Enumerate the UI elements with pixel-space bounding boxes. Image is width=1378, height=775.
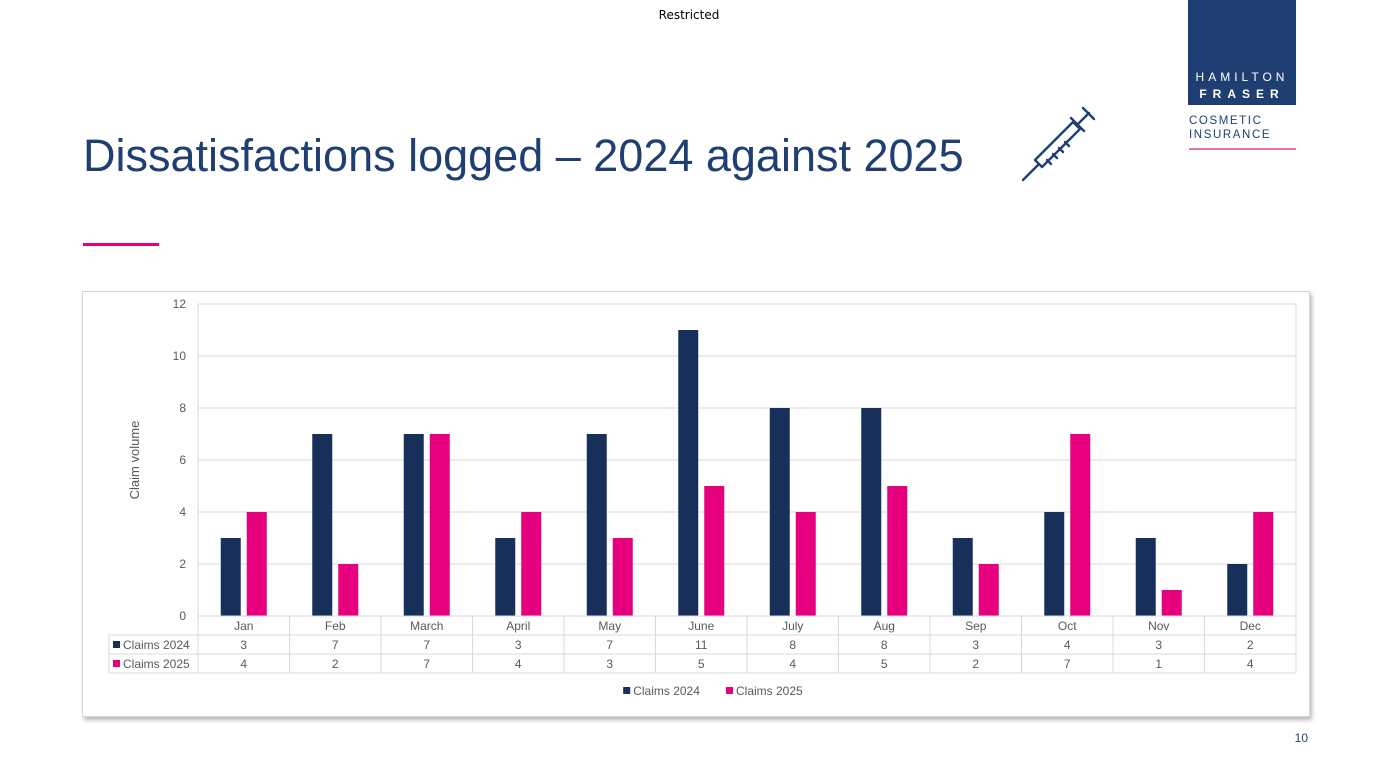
data-table-cell: 4: [515, 657, 522, 671]
chart-panel: 0 2 4 6 8 10 12 Claim volume Jan Feb March April May…: [82, 291, 1310, 717]
data-table-cell: 7: [1064, 657, 1071, 671]
data-table-cell: 5: [698, 657, 705, 671]
logo-line2: FRASER: [1199, 87, 1285, 101]
bar-claims-2024-july: [769, 408, 790, 616]
x-tick-label: May: [598, 619, 621, 633]
bar-claims-2025-may: [612, 538, 633, 616]
y-tick-label: 6: [179, 453, 186, 467]
bar-claims-2025-oct: [1070, 434, 1091, 616]
bar-claims-2024-feb: [312, 434, 333, 616]
bar-claims-2024-jan: [220, 538, 241, 616]
x-tick-label: March: [410, 619, 443, 633]
legend-label: Claims 2025: [736, 684, 803, 698]
bar-claims-2025-april: [521, 512, 542, 616]
x-tick-label: Dec: [1240, 619, 1261, 633]
data-table-cell: 2: [332, 657, 339, 671]
y-axis-label: Claim volume: [127, 421, 142, 500]
table-legend-key: [113, 660, 120, 667]
bar-claims-2024-april: [495, 538, 516, 616]
data-table-cell: 3: [1155, 638, 1162, 652]
bar-claims-2025-nov: [1161, 590, 1182, 616]
x-tick-label: April: [506, 619, 530, 633]
data-table-cell: 3: [515, 638, 522, 652]
bar-claims-2025-march: [429, 434, 450, 616]
bar-claims-2024-aug: [861, 408, 882, 616]
data-table-cell: 3: [606, 657, 613, 671]
data-table-cell: 4: [240, 657, 247, 671]
data-table-cell: 4: [1064, 638, 1071, 652]
data-table-cell: 11: [695, 638, 708, 652]
legend-label: Claims 2024: [633, 684, 700, 698]
company-logo: HAMILTON FRASER: [1188, 0, 1296, 105]
x-tick-label: June: [688, 619, 714, 633]
x-tick-label: July: [782, 619, 803, 633]
y-tick-label: 2: [179, 557, 186, 571]
bar-claims-2024-nov: [1135, 538, 1156, 616]
bar-claims-2025-jan: [246, 512, 267, 616]
bar-claims-2024-sep: [952, 538, 973, 616]
table-series-label: Claims 2025: [123, 657, 190, 671]
classification-label: Restricted: [658, 8, 720, 22]
data-table-cell: 7: [423, 638, 430, 652]
y-tick-label: 10: [173, 349, 187, 363]
logo-sub-line2: INSURANCE: [1189, 129, 1272, 141]
data-table-cell: 7: [423, 657, 430, 671]
data-table-cell: 7: [332, 638, 339, 652]
data-table-cell: 4: [789, 657, 796, 671]
data-table-cell: 1: [1155, 657, 1162, 671]
x-tick-label: Nov: [1148, 619, 1169, 633]
slide-title: Dissatisfactions logged – 2024 against 2…: [83, 130, 964, 181]
bar-claims-2025-july: [795, 512, 816, 616]
logo-divider: [1189, 148, 1296, 150]
x-tick-label: Feb: [325, 619, 346, 633]
data-table-cell: 4: [1247, 657, 1254, 671]
data-table-cell: 5: [881, 657, 888, 671]
table-legend-key: [113, 641, 120, 648]
bar-claims-2024-dec: [1227, 564, 1248, 616]
table-series-label: Claims 2024: [123, 638, 190, 652]
y-tick-label: 4: [179, 505, 186, 519]
legend-key: [726, 687, 733, 694]
x-tick-label: Sep: [965, 619, 987, 633]
x-tick-label: Jan: [234, 619, 253, 633]
y-tick-label: 8: [179, 401, 186, 415]
bar-claims-2025-aug: [887, 486, 908, 616]
data-table-cell: 7: [606, 638, 613, 652]
data-table-cell: 2: [972, 657, 979, 671]
data-table-cell: 8: [881, 638, 888, 652]
data-table-cell: 2: [1247, 638, 1254, 652]
y-tick-label: 12: [173, 297, 187, 311]
bar-claims-2024-may: [586, 434, 607, 616]
data-table-cell: 8: [789, 638, 796, 652]
legend-key: [623, 687, 631, 694]
y-tick-label: 0: [179, 609, 186, 623]
syringe-icon: [1021, 106, 1096, 182]
page-number: 10: [1294, 731, 1308, 745]
logo-sub-line1: COSMETIC: [1189, 115, 1263, 127]
logo-line1: HAMILTON: [1195, 70, 1289, 84]
bar-claims-2024-march: [403, 434, 424, 616]
bar-claims-2025-feb: [338, 564, 359, 616]
x-tick-label: Oct: [1058, 619, 1077, 633]
bar-claims-2024-june: [678, 330, 699, 616]
bar-claims-2025-june: [704, 486, 725, 616]
data-table-cell: 3: [972, 638, 979, 652]
data-table-cell: 3: [240, 638, 247, 652]
bar-claims-2024-oct: [1044, 512, 1065, 616]
logo-subtitle: COSMETIC INSURANCE: [1189, 114, 1271, 142]
bar-claims-2025-sep: [978, 564, 999, 616]
accent-line: [83, 243, 159, 246]
x-tick-label: Aug: [874, 619, 895, 633]
bar-claims-2025-dec: [1253, 512, 1274, 616]
